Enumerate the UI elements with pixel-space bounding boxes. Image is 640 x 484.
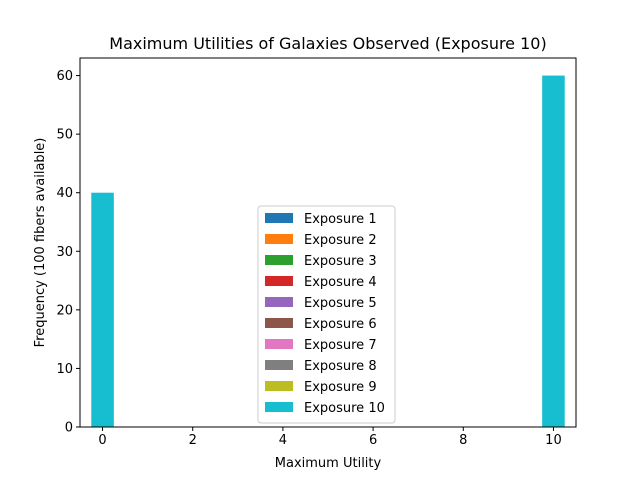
y-axis-ticks: 0 10 20 30 40 50 60 bbox=[56, 69, 80, 436]
legend-entry-label: Exposure 4 bbox=[304, 275, 377, 290]
legend-swatch bbox=[265, 255, 293, 265]
x-tick-label: 10 bbox=[545, 433, 562, 448]
legend-entry-label: Exposure 6 bbox=[304, 317, 377, 332]
x-tick-label: 8 bbox=[459, 433, 467, 448]
legend: Exposure 1 Exposure 2 Exposure 3 Exposure 4… bbox=[257, 205, 396, 424]
legend-entry-label: Exposure 2 bbox=[304, 233, 377, 248]
y-axis-label: Frequency (100 fibers available) bbox=[33, 138, 48, 348]
y-tick-label: 50 bbox=[56, 128, 73, 143]
legend-swatch bbox=[265, 213, 293, 223]
legend-entry-label: Exposure 10 bbox=[304, 401, 385, 416]
legend-entry-label: Exposure 3 bbox=[304, 254, 377, 269]
x-tick-label: 4 bbox=[279, 433, 287, 448]
y-tick-label: 0 bbox=[65, 421, 73, 436]
x-tick-label: 2 bbox=[189, 433, 197, 448]
legend-swatch bbox=[265, 276, 293, 286]
legend-swatch bbox=[265, 360, 293, 370]
y-tick-label: 60 bbox=[56, 69, 73, 84]
x-axis-label: Maximum Utility bbox=[275, 456, 382, 471]
legend-swatch bbox=[265, 339, 293, 349]
bar bbox=[91, 192, 114, 427]
bars-layer bbox=[91, 75, 565, 428]
x-tick-label: 6 bbox=[369, 433, 377, 448]
y-tick-label: 40 bbox=[56, 186, 73, 201]
chart-title: Maximum Utilities of Galaxies Observed (… bbox=[109, 34, 546, 53]
legend-swatch bbox=[265, 297, 293, 307]
legend-swatch bbox=[265, 234, 293, 244]
legend-entry-label: Exposure 1 bbox=[304, 212, 377, 227]
legend-entry-label: Exposure 9 bbox=[304, 380, 377, 395]
legend-swatch bbox=[265, 318, 293, 328]
x-axis-ticks: 0 2 4 6 8 10 bbox=[98, 427, 562, 448]
legend-entry-label: Exposure 8 bbox=[304, 359, 377, 374]
y-tick-label: 30 bbox=[56, 245, 73, 260]
y-tick-label: 10 bbox=[56, 362, 73, 377]
legend-swatch bbox=[265, 381, 293, 391]
bar bbox=[542, 75, 565, 428]
y-tick-label: 20 bbox=[56, 303, 73, 318]
plot-area-frame bbox=[79, 57, 577, 428]
legend-swatch bbox=[265, 402, 293, 412]
legend-entry-label: Exposure 5 bbox=[304, 296, 377, 311]
x-tick-label: 0 bbox=[98, 433, 106, 448]
legend-entry-label: Exposure 7 bbox=[304, 338, 377, 353]
